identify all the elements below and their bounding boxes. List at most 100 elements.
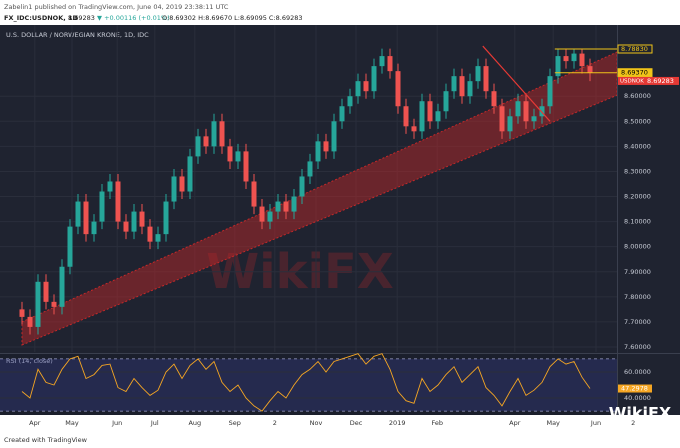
x-tick-label: Apr — [509, 419, 521, 427]
candle-body — [419, 101, 425, 132]
rsi-tick-label: 60.0000 — [624, 368, 651, 376]
x-tick-label: Apr — [29, 419, 41, 427]
y-tick-label: 7.60000 — [624, 343, 651, 351]
candle-body — [547, 76, 553, 107]
candle-body — [283, 201, 289, 212]
candle-body — [275, 201, 281, 212]
last-price-label: 8.69283 — [647, 77, 674, 85]
candle-body — [219, 121, 225, 147]
y-tick-label: 8.00000 — [624, 243, 651, 251]
candle-body — [299, 176, 305, 197]
level-label: 8.78830 — [621, 45, 648, 53]
candle-body — [491, 91, 497, 107]
change: ▼ +0.00116 (+0.01%) — [97, 14, 170, 22]
candle-body — [475, 66, 481, 82]
candle-body — [251, 181, 257, 207]
candle-body — [115, 181, 121, 222]
candle-body — [163, 201, 169, 235]
candle-body — [171, 176, 177, 202]
candle-body — [203, 136, 209, 147]
candle-body — [323, 141, 329, 152]
y-tick-label: 7.70000 — [624, 318, 651, 326]
candle-body — [515, 101, 521, 117]
candle-body — [499, 106, 505, 132]
candle-body — [75, 201, 81, 227]
y-tick-label: 8.10000 — [624, 218, 651, 226]
candle-body — [211, 121, 217, 147]
candle-body — [507, 116, 513, 132]
candle-body — [187, 156, 193, 192]
x-tick-label: Feb — [431, 419, 443, 427]
x-tick-label: 2019 — [389, 419, 406, 427]
chart-bg — [0, 25, 680, 415]
candle-body — [155, 234, 161, 242]
candle-body — [83, 201, 89, 235]
candle-body — [291, 196, 297, 212]
y-tick-label: 8.40000 — [624, 142, 651, 150]
y-tick-label: 8.30000 — [624, 167, 651, 175]
x-tick-label: Sep — [229, 419, 241, 427]
rsi-band-fill — [0, 358, 617, 412]
x-tick-label: Nov — [310, 419, 323, 427]
candle-body — [51, 301, 57, 307]
candle-body — [451, 76, 457, 92]
candle-body — [99, 191, 105, 222]
candle-body — [571, 53, 577, 62]
x-tick-label: Dec — [350, 419, 363, 427]
candle-body — [59, 266, 65, 307]
candle-body — [67, 226, 73, 267]
candle-body — [123, 221, 129, 232]
candle-body — [539, 106, 545, 117]
time-axis-bg — [0, 415, 680, 430]
last: 8.69283 — [68, 14, 95, 22]
x-tick-label: May — [546, 419, 560, 427]
logo: WikiFX — [609, 404, 672, 423]
candle-body — [227, 146, 233, 162]
candle-body — [43, 281, 49, 302]
x-tick-label: Jun — [590, 419, 601, 427]
x-tick-label: 2 — [631, 419, 635, 427]
main-panel — [0, 25, 617, 352]
y-tick-label: 7.90000 — [624, 268, 651, 276]
candle-body — [459, 76, 465, 97]
level-label-bg — [617, 68, 653, 78]
x-tick-label: 2 — [273, 419, 277, 427]
symbol-label: USDNOK — [620, 78, 644, 84]
candle-body — [483, 66, 489, 92]
rsi-line — [21, 353, 591, 412]
ohlc: O:8.69302 H:8.69670 L:8.69095 C:8.69283 — [162, 14, 303, 22]
candle-body — [147, 226, 153, 242]
candle-body — [403, 106, 409, 127]
channel — [21, 51, 617, 346]
candle-body — [467, 81, 473, 97]
x-tick-label: Jul — [150, 419, 159, 427]
candle-body — [411, 126, 417, 132]
symbol: FX_IDC:USDNOK, 1D — [4, 14, 78, 22]
candle-body — [387, 56, 393, 72]
candle-body — [131, 211, 137, 232]
level-label: 8.69370 — [621, 69, 648, 77]
y-tick-label: 8.50000 — [624, 117, 651, 125]
candle-body — [307, 161, 313, 177]
candle-body — [579, 53, 585, 67]
candle-body — [435, 111, 441, 122]
x-tick-label: Jun — [111, 419, 122, 427]
x-tick-label: May — [65, 419, 79, 427]
y-tick-label: 7.80000 — [624, 293, 651, 301]
candle-body — [395, 71, 401, 107]
rsi-last-label: 47.2978 — [621, 385, 648, 393]
x-tick-label: Aug — [188, 419, 201, 427]
y-tick-label: 8.20000 — [624, 193, 651, 201]
footer: Created with TradingView — [4, 436, 88, 444]
candle-body — [267, 211, 273, 222]
candle-body — [443, 91, 449, 112]
candle-body — [563, 56, 569, 62]
candle-body — [347, 96, 353, 107]
candle-body — [27, 316, 33, 327]
last-price-bg — [645, 76, 679, 85]
candle-body — [19, 309, 25, 317]
candle-body — [235, 151, 241, 162]
candle-body — [363, 81, 369, 92]
rsi-tick-label: 40.0000 — [624, 394, 651, 402]
